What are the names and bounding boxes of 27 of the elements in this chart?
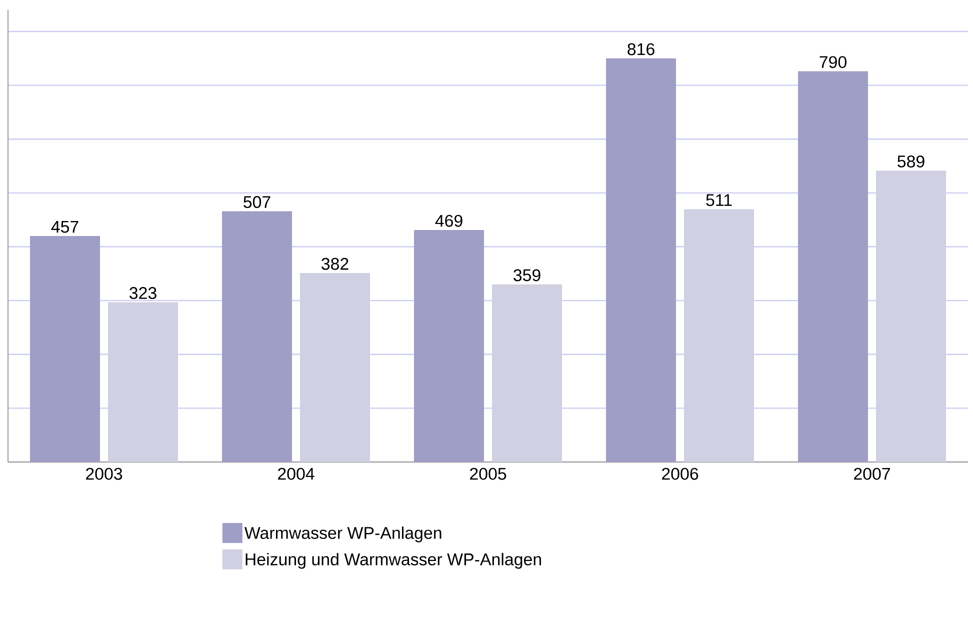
bar [606,58,676,462]
data-label: 589 [898,155,924,168]
data-label: 507 [244,196,270,208]
bar [30,236,100,462]
x-tick-label: 2003 [86,468,122,480]
x-tick-label: 2004 [278,468,314,480]
data-label: 323 [130,287,156,300]
bar [300,273,370,462]
data-label: 816 [628,43,654,56]
bar [684,209,754,462]
data-label: 469 [435,214,462,227]
x-tick-label: 2006 [662,468,698,480]
bar [108,302,178,462]
bar [222,211,292,462]
legend-label: Heizung und Warmwasser WP-Anlagen [246,552,541,569]
bar [414,230,484,462]
data-label: 511 [706,194,732,206]
data-label: 457 [51,220,78,233]
data-label: 382 [322,258,348,270]
bar [798,71,868,462]
legend-label: Warmwasser WP-Anlagen [244,526,442,542]
x-tick-label: 2005 [470,468,506,480]
bar [876,170,946,462]
bar [492,284,562,462]
x-tick-label: 2007 [854,468,890,480]
data-label: 790 [820,56,846,68]
data-label: 359 [514,269,540,282]
